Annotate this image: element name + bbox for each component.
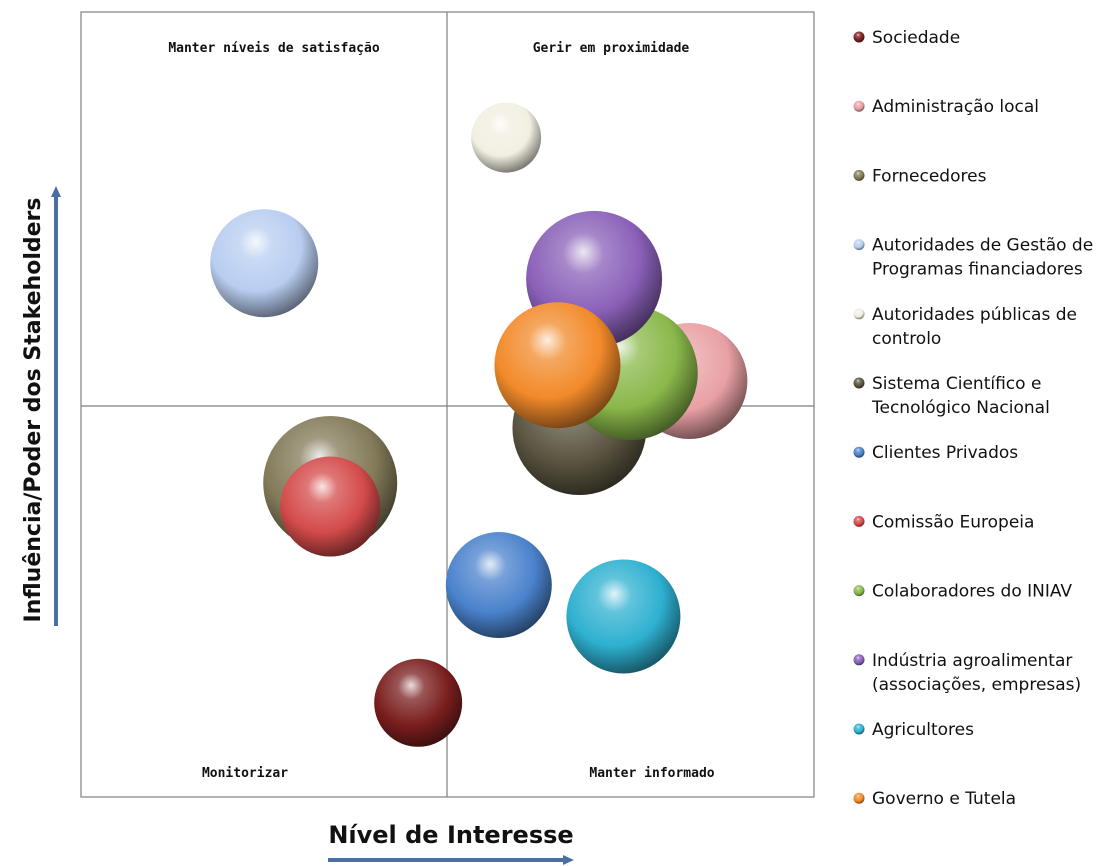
legend-label-fornecedores: Fornecedores <box>872 166 987 186</box>
legend-marker-colaboradores-do-iniav <box>853 585 865 597</box>
y-axis-arrow <box>51 186 61 626</box>
legend-label-industria-agroalimentar-associacoes-empresas: Indústria agroalimentar (associações, emp… <box>872 651 1081 695</box>
legend-label-autoridades-publicas-de-controlo: Autoridades públicas de controlo <box>872 305 1077 349</box>
legend-label-sociedade: Sociedade <box>872 28 960 48</box>
legend-label-agricultores: Agricultores <box>872 720 974 740</box>
legend-marker-clientes-privados <box>853 446 865 458</box>
bubble-clientes-privados <box>445 532 552 639</box>
legend-marker-sistema-cientifico-e-tecnologico-nacional <box>853 377 865 389</box>
legend-label-comissao-europeia: Comissão Europeia <box>872 512 1034 532</box>
legend-label-sistema-cientifico-e-tecnologico-nacional: Sistema Científico e Tecnológico Nacional <box>871 374 1050 418</box>
legend-label-administracao-local: Administração local <box>872 97 1039 117</box>
legend-marker-autoridades-publicas-de-controlo <box>853 308 865 320</box>
bubble-agricultores <box>566 559 681 674</box>
legend-marker-administracao-local <box>853 100 865 112</box>
legend-label-colaboradores-do-iniav: Colaboradores do INIAV <box>872 582 1072 602</box>
bubble-autoridades-de-gestao-de-programas-financiadores <box>210 209 319 318</box>
quadrant-label-bottom-left: Monitorizar <box>202 766 288 781</box>
legend: Sociedade Administração local Fornecedores… <box>853 28 1093 809</box>
bubble-sociedade <box>374 658 463 747</box>
legend-marker-sociedade <box>853 31 865 43</box>
bubble-autoridades-publicas-de-controlo <box>471 102 542 173</box>
bubble-comissao-europeia <box>280 456 381 557</box>
quadrant-label-bottom-right: Manter informado <box>589 766 714 781</box>
bubble-governo-e-tutela <box>494 302 621 429</box>
legend-marker-agricultores <box>853 723 865 735</box>
legend-marker-governo-e-tutela <box>853 792 865 804</box>
x-axis-title: Nível de Interesse <box>328 821 573 849</box>
legend-label-clientes-privados: Clientes Privados <box>872 443 1018 463</box>
legend-label-autoridades-de-gestao-de-programas-financiadores: Autoridades de Gestão de Programas financ… <box>872 236 1093 280</box>
x-axis-arrow <box>328 855 574 865</box>
legend-marker-comissao-europeia <box>853 515 865 527</box>
quadrant-label-top-left: Manter níveis de satisfação <box>168 41 379 56</box>
legend-label-governo-e-tutela: Governo e Tutela <box>872 789 1016 809</box>
legend-marker-industria-agroalimentar-associacoes-empresas <box>853 654 865 666</box>
legend-marker-fornecedores <box>853 169 865 181</box>
quadrant-label-top-right: Gerir em proximidade <box>533 41 690 56</box>
y-axis-title: Influência/Poder dos Stakeholders <box>21 198 46 623</box>
legend-marker-autoridades-de-gestao-de-programas-financiadores <box>853 239 865 251</box>
bubble-layer <box>210 102 748 747</box>
